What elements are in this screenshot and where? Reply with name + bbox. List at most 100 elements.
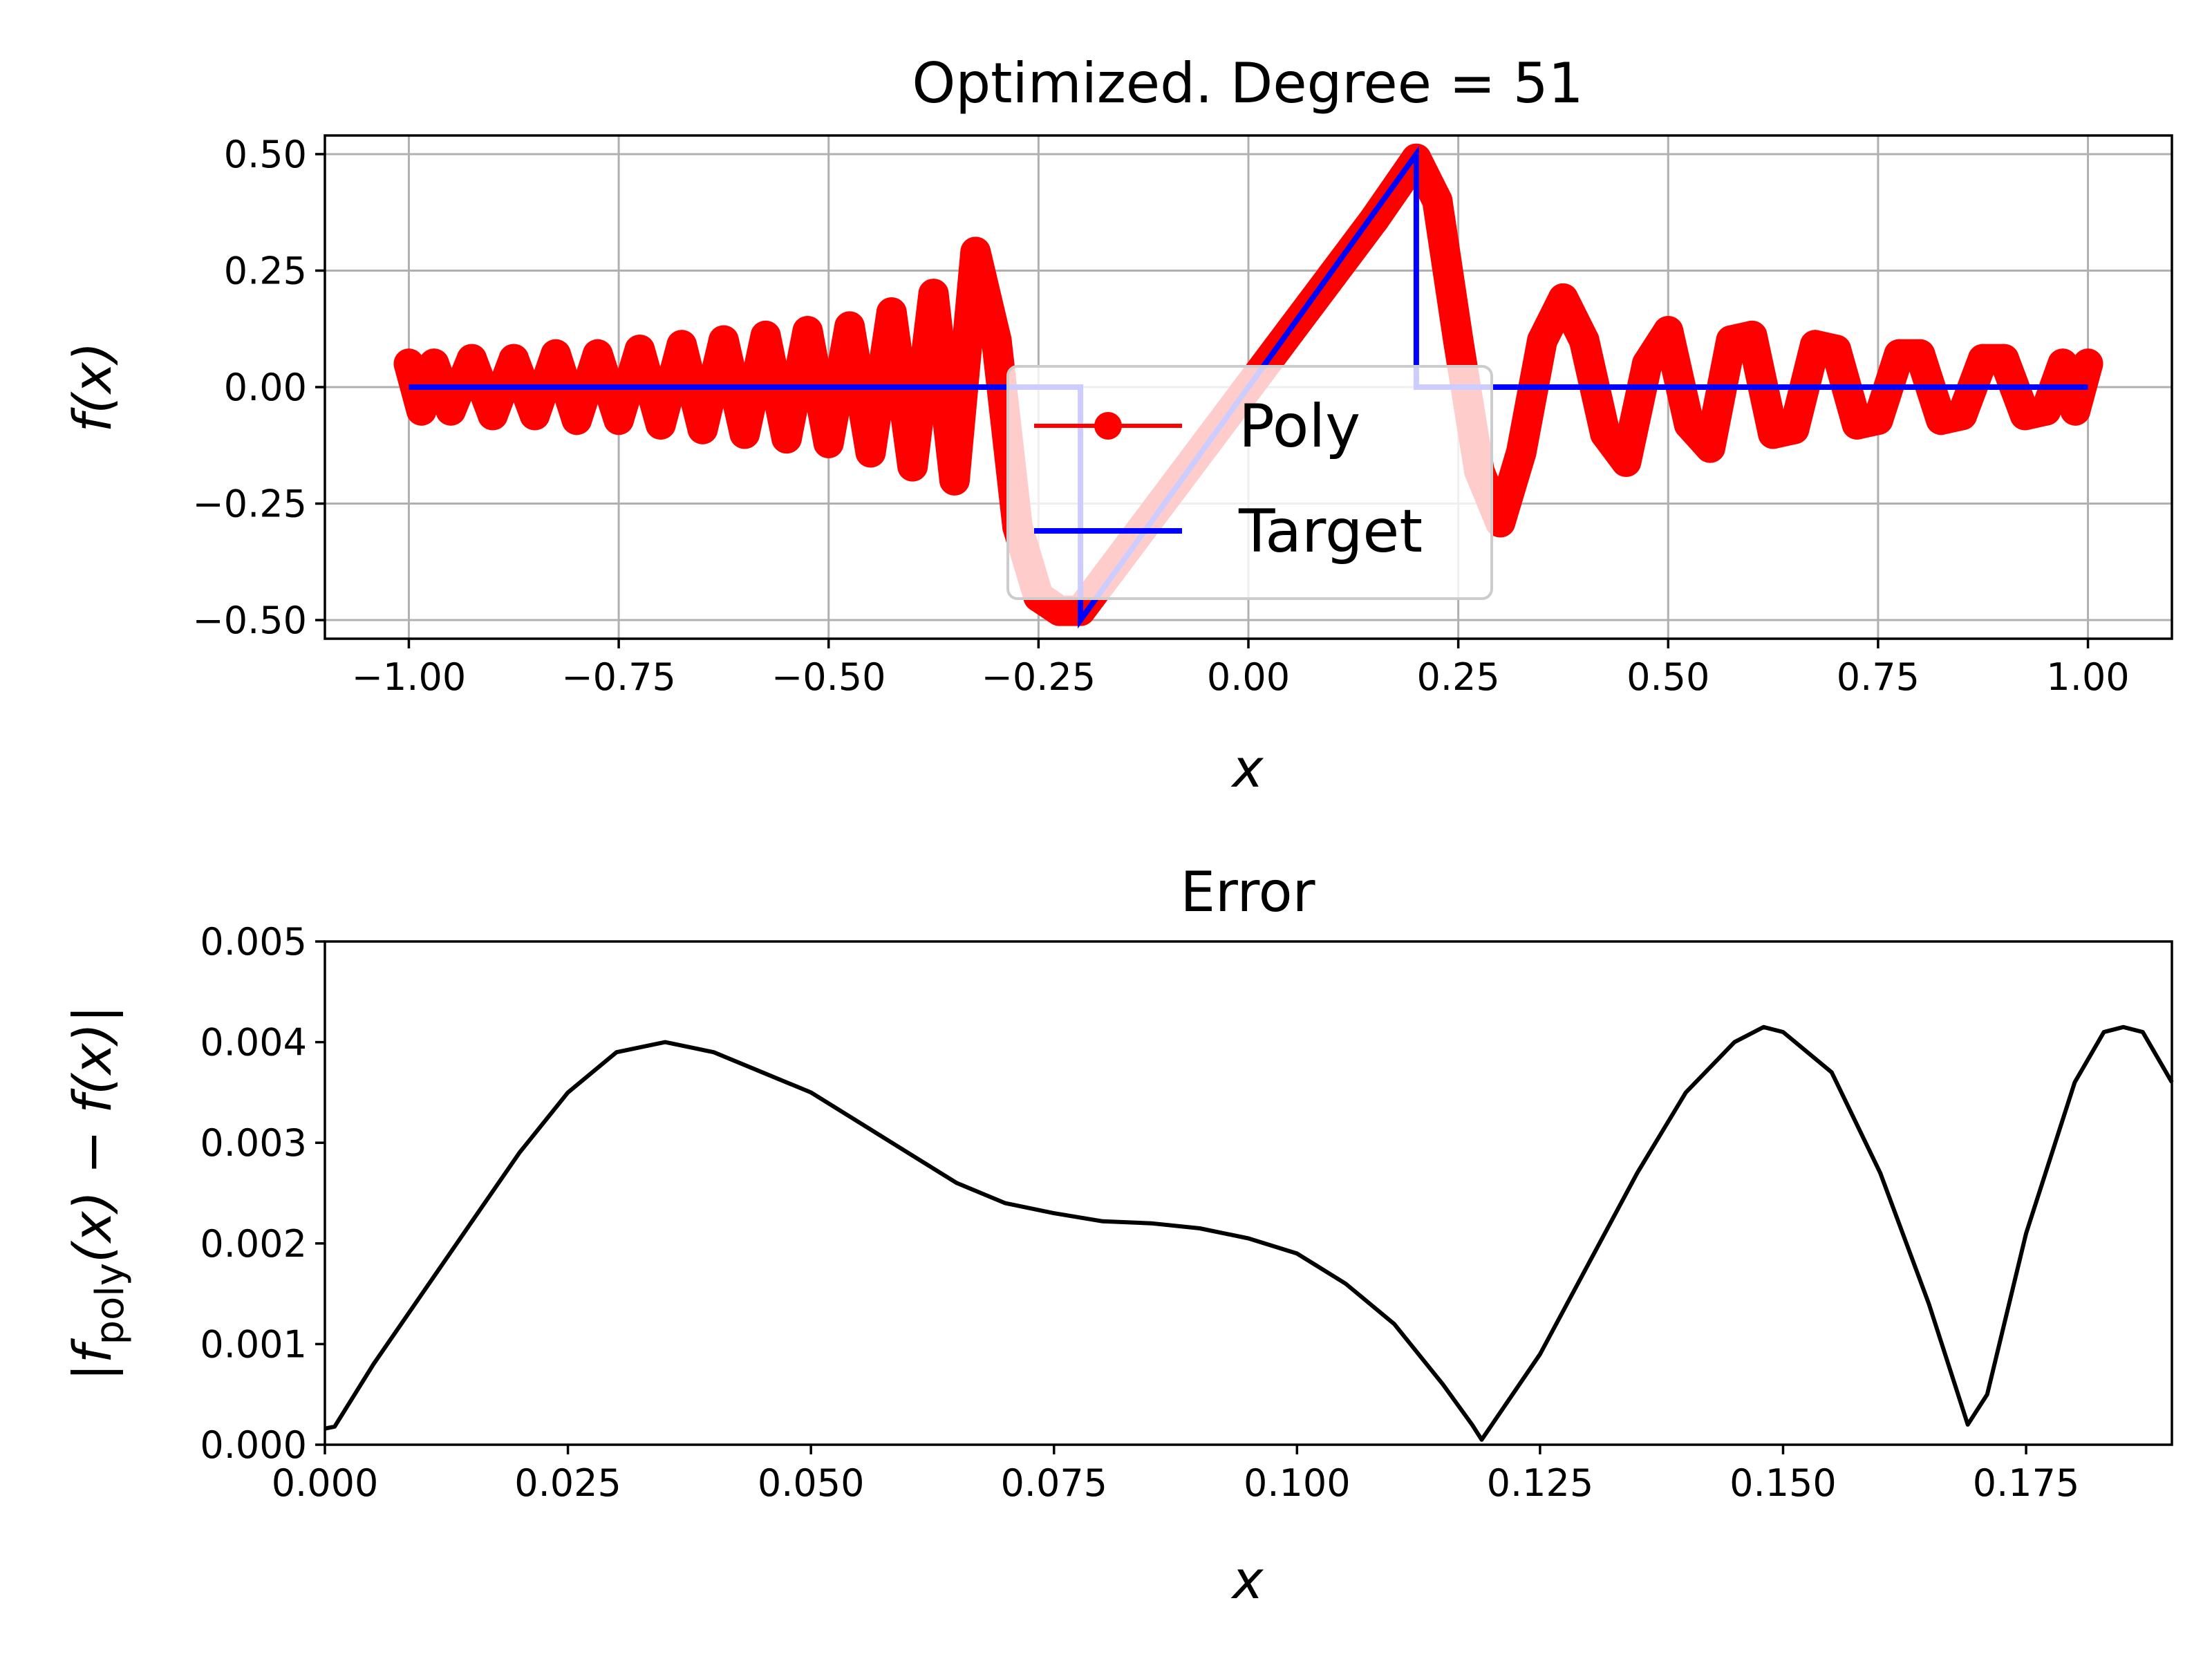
poly-point	[435, 395, 467, 426]
poly-point	[834, 311, 865, 342]
poly-point	[1590, 418, 1621, 449]
poly-point	[897, 451, 928, 482]
top-y-tick-label: −0.25	[193, 482, 307, 526]
bottom-plot-title: Error	[1181, 860, 1315, 924]
legend: Poly Target	[1006, 365, 1493, 600]
bottom-plot-data	[324, 1024, 2174, 1442]
top-x-axis-label: x	[1231, 738, 1264, 799]
poly-point	[456, 344, 487, 375]
poly-point	[2047, 348, 2079, 379]
poly-point	[477, 400, 508, 431]
poly-point	[960, 236, 991, 268]
poly-point	[1674, 409, 1705, 440]
top-x-tick-label: 0.50	[1627, 655, 1709, 699]
bottom-y-tick-label: 0.001	[200, 1322, 307, 1366]
poly-point	[813, 427, 844, 458]
poly-point	[1821, 335, 1852, 366]
top-x-tick-label: −0.50	[771, 655, 885, 699]
poly-point	[939, 465, 970, 496]
top-y-tick-label: −0.50	[193, 599, 307, 642]
poly-point	[1044, 595, 1075, 626]
poly-point	[1862, 404, 1893, 435]
top-y-tick-label: 0.25	[224, 249, 307, 292]
top-x-tick-label: 0.25	[1417, 655, 1500, 699]
poly-point	[708, 325, 739, 356]
top-plot-panel: Optimized. Degree = 51 −1.00 −0.75 −0.50 −0…	[62, 51, 2173, 799]
poly-point	[1527, 325, 1558, 356]
bottom-plot-frame	[324, 940, 2173, 1446]
poly-point	[1611, 446, 1642, 477]
bottom-y-tick-label: 0.002	[200, 1222, 307, 1266]
poly-point	[876, 297, 907, 328]
poly-point	[645, 409, 676, 440]
error-series-line	[324, 1024, 2174, 1442]
bottom-y-tick-label: 0.004	[200, 1021, 307, 1065]
poly-point	[1548, 283, 1579, 314]
bottom-x-axis-label: x	[1231, 1549, 1264, 1611]
poly-point	[498, 344, 529, 375]
legend-target-label: Target	[1238, 497, 1423, 566]
poly-point	[603, 404, 635, 435]
bottom-y-tick-label: 0.003	[200, 1121, 307, 1165]
bottom-plot-ticks: 0.000 0.025 0.050 0.075 0.100 0.125 0.150 0.175…	[200, 920, 2079, 1505]
top-x-tick-label: −0.25	[982, 655, 1096, 699]
bottom-x-tick-label: 0.050	[758, 1461, 865, 1505]
poly-point	[1443, 325, 1474, 356]
bottom-x-tick-label: 0.075	[1000, 1461, 1107, 1505]
poly-point	[2072, 348, 2103, 379]
poly-point	[519, 400, 550, 431]
poly-point	[2060, 395, 2091, 426]
top-plot-ticks: −1.00 −0.75 −0.50 −0.25 0.00 0.25 0.50 0.75 1.00…	[193, 133, 2130, 699]
top-x-tick-label: 0.75	[1837, 655, 1920, 699]
bottom-y-axis-label: |fpoly(x) − f(x)|	[62, 1005, 133, 1381]
poly-point	[1506, 437, 1537, 468]
poly-point	[750, 320, 781, 351]
bottom-x-tick-label: 0.175	[1973, 1461, 2080, 1505]
poly-point	[918, 279, 949, 310]
poly-point	[1947, 400, 1978, 431]
poly-point	[561, 404, 592, 435]
poly-point	[418, 348, 449, 379]
bottom-y-tick-label: 0.000	[200, 1423, 307, 1467]
poly-point	[687, 413, 718, 444]
bottom-x-tick-label: 0.125	[1487, 1461, 1594, 1505]
poly-point	[406, 395, 437, 426]
poly-point	[393, 348, 424, 379]
bottom-x-tick-label: 0.000	[272, 1461, 379, 1505]
bottom-y-tick-label: 0.005	[200, 920, 307, 964]
poly-point	[1695, 432, 1725, 463]
top-x-tick-label: −1.00	[352, 655, 466, 699]
poly-point	[1904, 339, 1936, 370]
top-y-tick-label: 0.50	[224, 133, 307, 176]
legend-poly-marker	[1094, 412, 1122, 440]
bottom-x-tick-label: 0.025	[514, 1461, 621, 1505]
poly-point	[1967, 344, 1998, 375]
top-x-tick-label: −0.75	[561, 655, 675, 699]
poly-point	[1779, 413, 1810, 444]
poly-point	[855, 437, 886, 468]
poly-point	[2030, 395, 2061, 426]
top-x-tick-label: 0.00	[1207, 655, 1290, 699]
bottom-x-tick-label: 0.100	[1244, 1461, 1351, 1505]
bottom-plot-panel: Error 0.000 0.025 0.050 0.075 0.100 0.125 0.15…	[62, 860, 2174, 1611]
poly-point	[582, 339, 613, 370]
poly-point	[1568, 325, 1600, 356]
poly-point	[981, 325, 1012, 356]
poly-point	[1422, 185, 1453, 216]
poly-point	[624, 335, 655, 366]
poly-point	[729, 418, 760, 449]
poly-point	[1989, 344, 2020, 375]
poly-point	[792, 316, 823, 347]
top-plot-title: Optimized. Degree = 51	[912, 51, 1583, 115]
poly-point	[771, 423, 802, 454]
top-y-axis-label: f(x)	[62, 341, 123, 432]
poly-point	[1653, 316, 1684, 347]
poly-point	[1631, 348, 1662, 379]
poly-point	[666, 330, 697, 361]
legend-poly-label: Poly	[1239, 392, 1360, 461]
top-y-tick-label: 0.00	[224, 366, 307, 409]
poly-point	[1884, 339, 1915, 370]
poly-point	[1736, 320, 1768, 351]
top-x-tick-label: 1.00	[2046, 655, 2129, 699]
